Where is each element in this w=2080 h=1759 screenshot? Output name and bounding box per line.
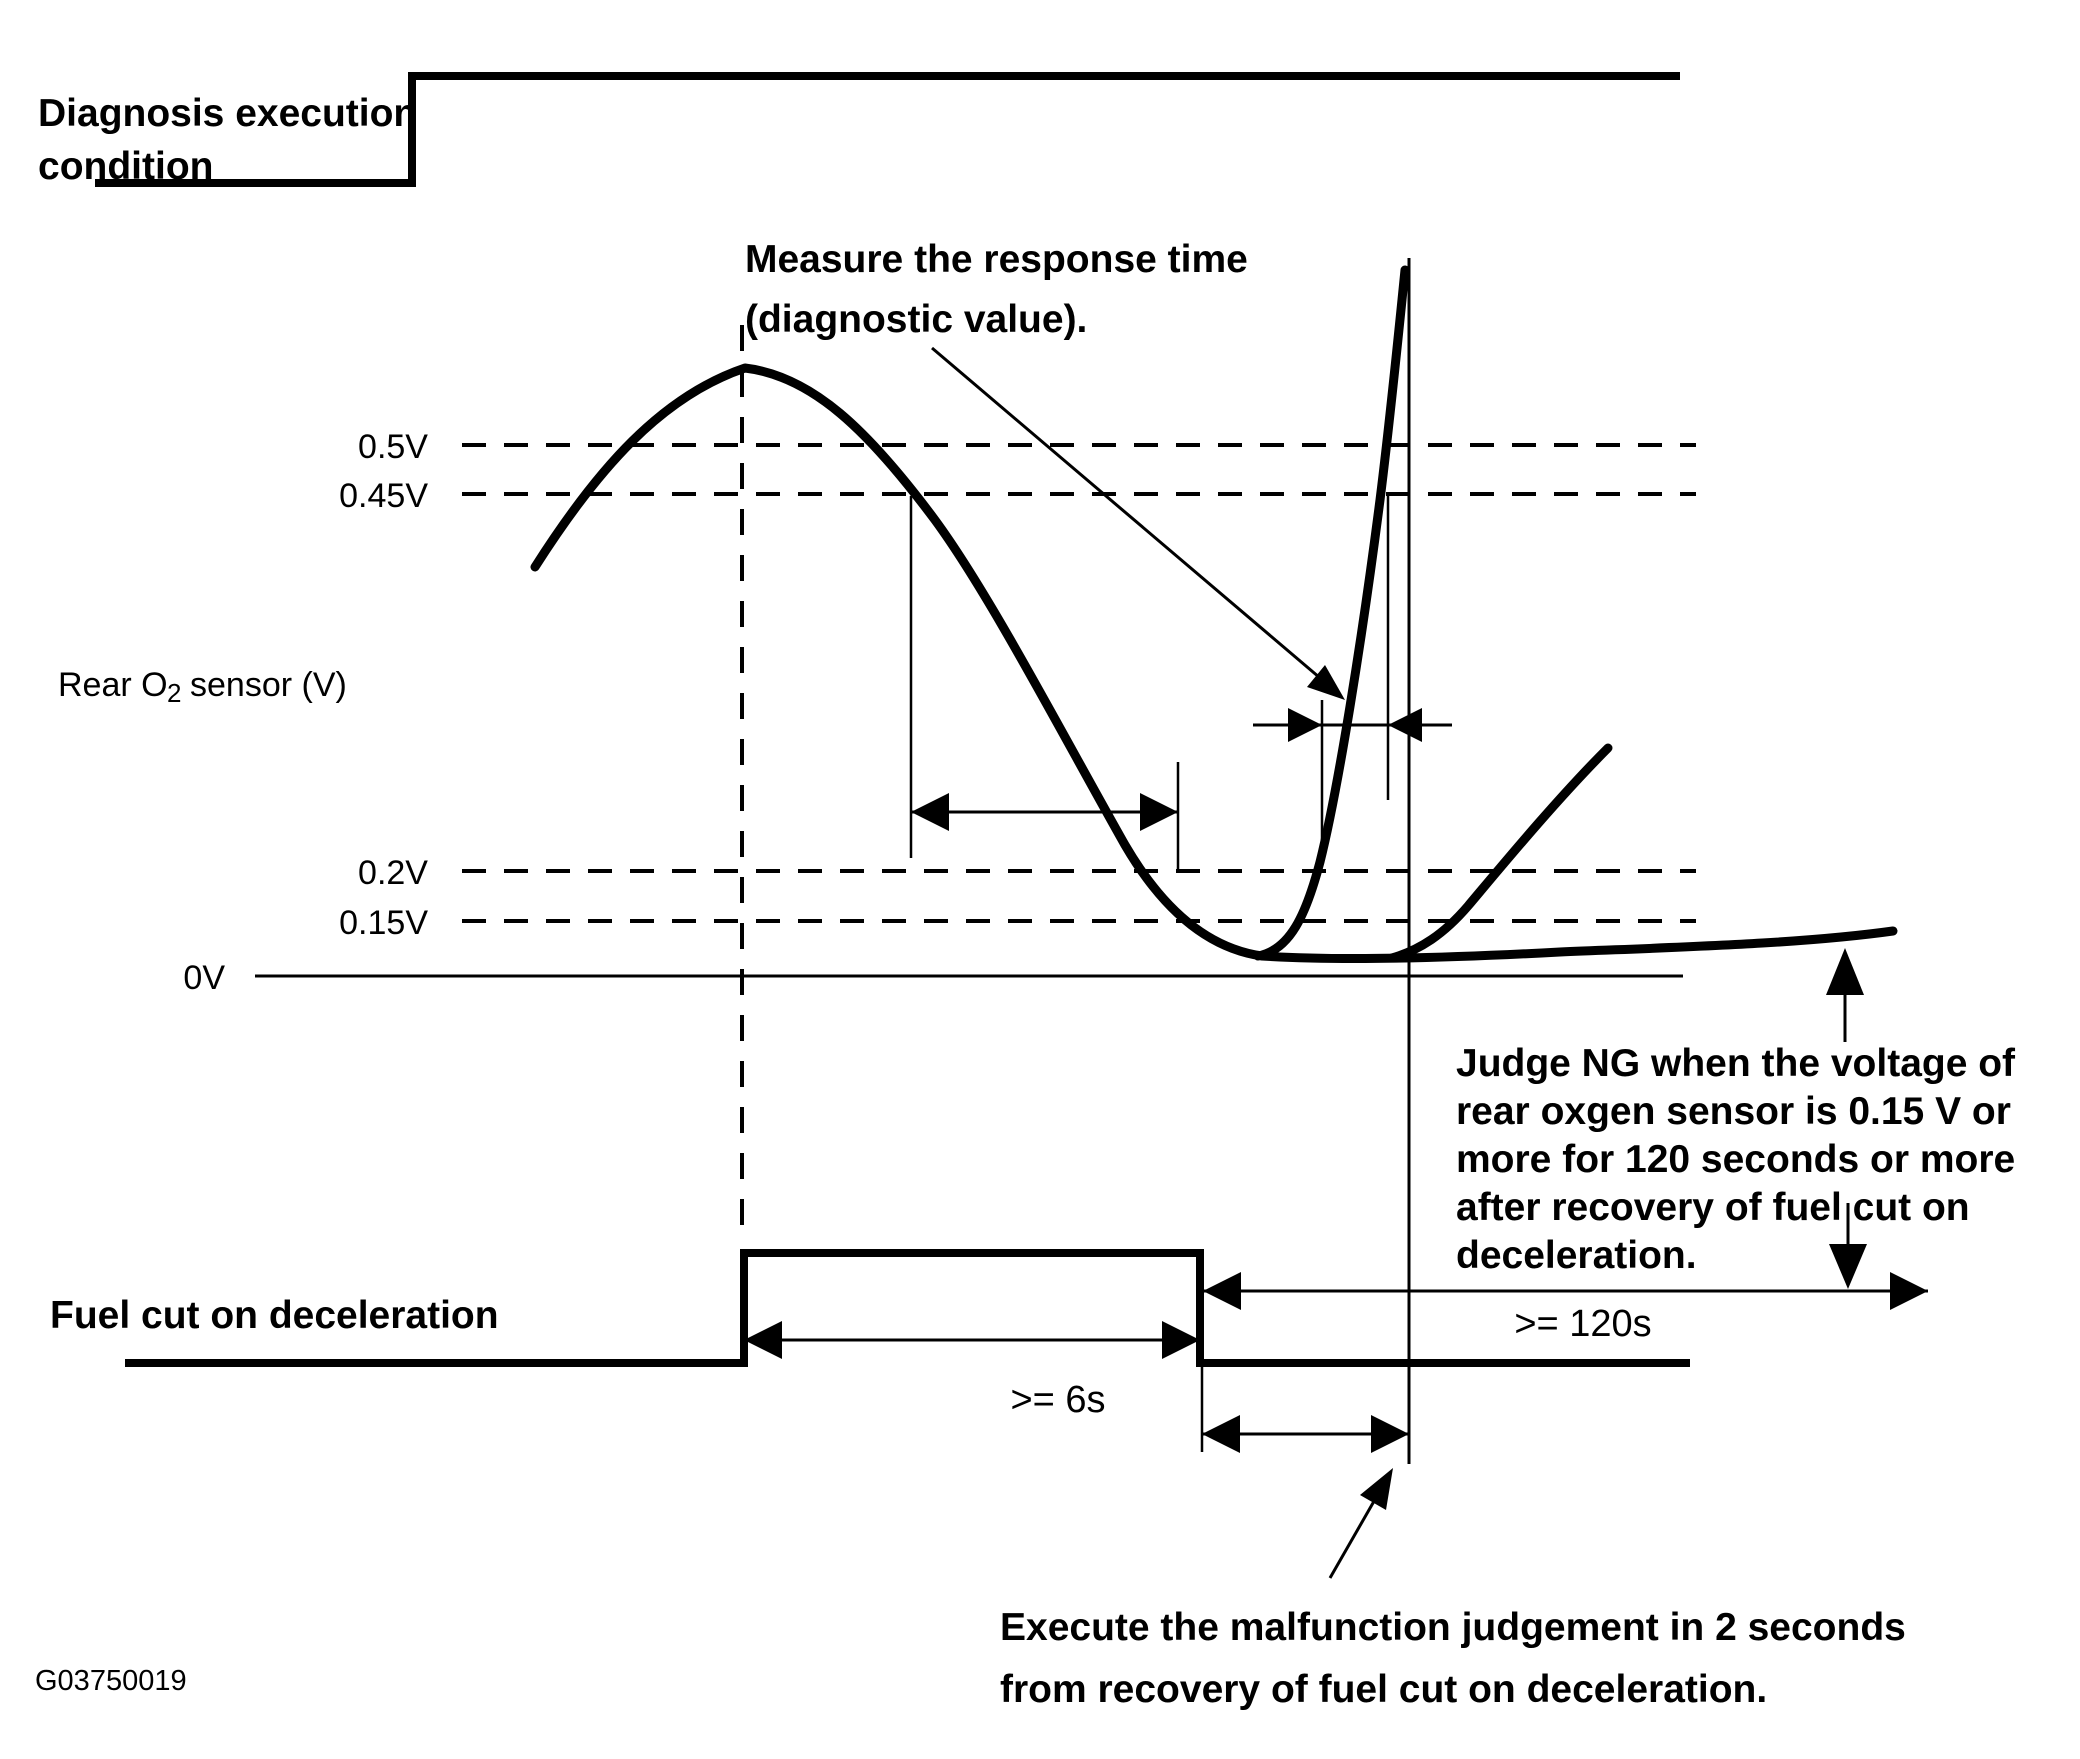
duration-6s-left-arrowhead-icon: [744, 1321, 782, 1359]
judge-ng-up-arrowhead-icon: [1826, 948, 1864, 995]
figure-id-label: G03750019: [35, 1665, 187, 1697]
o2-axis-label-pre: Rear O: [58, 666, 168, 704]
measure-annotation-line1: Measure the response time: [745, 238, 1248, 281]
judgement-2s-left-arrowhead-icon: [1202, 1415, 1240, 1453]
measure-leader-arrowhead-icon: [1307, 665, 1345, 700]
o2-sensor-curve: [530, 363, 1898, 964]
o2-axis-label-post: sensor (V): [190, 666, 347, 704]
diagnosis-signal-trace: [95, 72, 1680, 187]
judge-ng-text-line2: rear oxgen sensor is 0.15 V or: [1456, 1090, 2011, 1133]
judge-ng-text-line1: Judge NG when the voltage of: [1456, 1042, 2016, 1085]
threshold-label-05v: 0.5V: [358, 428, 428, 466]
judge-ng-text-line4: after recovery of fuel cut on: [1456, 1186, 1970, 1229]
rise-measure-right-arrowhead-icon: [1388, 708, 1422, 742]
fall-measure-right-arrowhead-icon: [1140, 793, 1178, 831]
execute-text-line2: from recovery of fuel cut on deceleratio…: [1000, 1668, 1767, 1711]
judgement-2s-right-arrowhead-icon: [1371, 1415, 1409, 1453]
o2-slow-recovery-trace: [1387, 743, 1613, 963]
execute-leader-arrowhead-icon: [1360, 1468, 1393, 1510]
fall-measure-left-arrowhead-icon: [911, 793, 949, 831]
threshold-label-02v: 0.2V: [358, 854, 428, 892]
duration-120s-right-arrowhead-icon: [1890, 1272, 1928, 1310]
threshold-label-015v: 0.15V: [339, 904, 428, 942]
fuel-cut-pulse-trace: [125, 1249, 1690, 1367]
o2-sensor-axis-label: Rear O 2 sensor (V): [58, 666, 347, 708]
threshold-label-045v: 0.45V: [339, 477, 428, 515]
measure-leader-line: [931, 346, 1334, 691]
execute-text-line1: Execute the malfunction judgement in 2 s…: [1000, 1606, 1906, 1649]
judge-ng-text-line3: more for 120 seconds or more: [1456, 1138, 2015, 1181]
fuel-cut-label: Fuel cut on deceleration: [50, 1294, 499, 1337]
duration-120s-left-arrowhead-icon: [1203, 1272, 1241, 1310]
judge-ng-text-line5: deceleration.: [1456, 1234, 1697, 1277]
measure-annotation-line2: (diagnostic value).: [745, 298, 1087, 341]
zero-volt-label: 0V: [183, 959, 225, 997]
duration-6s-right-arrowhead-icon: [1162, 1321, 1200, 1359]
o2-response-spike-trace: [1253, 265, 1410, 961]
rise-measure-left-arrowhead-icon: [1288, 708, 1322, 742]
duration-6s-label: >= 6s: [1010, 1379, 1105, 1421]
judge-ng-down-arrowhead-icon: [1829, 1244, 1867, 1289]
diagnosis-label-line1: Diagnosis execution: [38, 92, 417, 135]
duration-120s-label: >= 120s: [1514, 1303, 1651, 1345]
o2-axis-label-subscript: 2: [167, 678, 181, 708]
